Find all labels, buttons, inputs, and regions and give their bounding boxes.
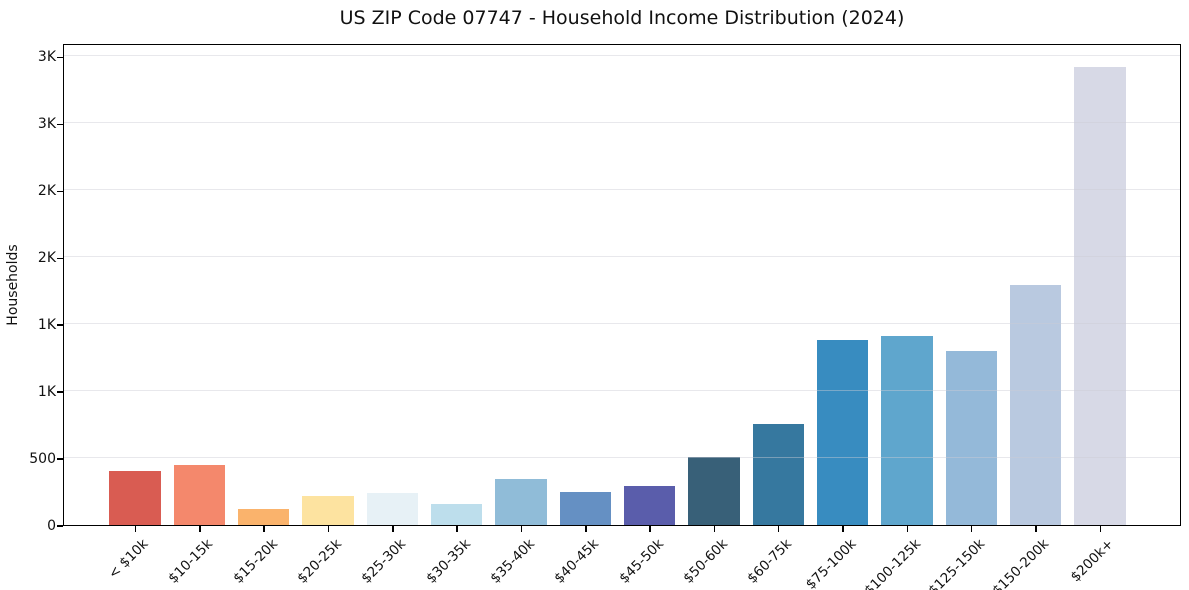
x-tick-label: $125-150k — [925, 536, 989, 590]
y-tick-label: 0 — [47, 518, 56, 534]
x-tick-mark — [713, 526, 716, 532]
bar — [366, 492, 419, 525]
x-tick-label: $45-50k — [615, 536, 667, 587]
y-tick-label: 1K — [37, 317, 56, 334]
bar — [752, 423, 805, 525]
y-tick-mark — [57, 257, 63, 259]
y-tick-mark — [57, 525, 63, 527]
x-tick-mark — [327, 526, 330, 532]
y-tick-mark — [57, 324, 63, 326]
x-tick-mark — [392, 526, 394, 532]
x-tick-mark — [1099, 526, 1102, 532]
x-tick-label: $200k+ — [1067, 536, 1117, 586]
x-tick-label: $150-200k — [989, 536, 1053, 590]
x-tick-label: $100-125k — [860, 536, 924, 590]
bar — [237, 508, 290, 525]
y-tick-label: 500 — [29, 451, 56, 468]
x-tick-label: $60-75k — [744, 536, 796, 587]
bar — [945, 350, 998, 525]
x-tick-mark — [134, 526, 137, 532]
y-tick-mark — [57, 391, 63, 393]
gridline — [64, 255, 1180, 258]
x-tick-mark — [456, 526, 458, 532]
x-tick-mark — [263, 526, 265, 532]
gridline — [64, 122, 1180, 124]
y-tick-mark — [57, 123, 63, 126]
y-tick-label: 2K — [37, 250, 56, 267]
bar — [881, 335, 933, 525]
y-tick-label: 3K — [37, 49, 56, 66]
x-tick-mark — [778, 526, 780, 532]
gridline — [64, 188, 1180, 191]
gridline — [64, 55, 1180, 57]
x-tick-mark — [199, 526, 201, 532]
bar — [302, 495, 354, 525]
x-tick-label: $20-25k — [294, 536, 345, 587]
x-tick-mark — [649, 526, 651, 532]
bar — [430, 503, 483, 525]
x-tick-label: $35-40k — [487, 536, 538, 587]
y-tick-label: 2K — [37, 183, 56, 200]
bar — [109, 470, 161, 525]
x-tick-label: $75-100k — [802, 536, 860, 590]
x-tick-label: < $10k — [105, 536, 152, 583]
y-tick-mark — [57, 458, 63, 460]
plot-area — [63, 44, 1181, 526]
x-tick-label: $50-60k — [680, 536, 731, 587]
gridline — [64, 322, 1180, 325]
x-tick-mark — [520, 526, 523, 532]
bar — [495, 478, 547, 525]
y-tick-label: 3K — [37, 116, 56, 133]
y-tick-mark — [57, 190, 63, 192]
x-tick-mark — [971, 526, 973, 532]
bar — [1074, 67, 1126, 525]
bar — [816, 339, 869, 525]
x-tick-label: $15-20k — [229, 536, 281, 587]
x-tick-mark — [842, 526, 844, 532]
gridline — [64, 389, 1180, 392]
x-tick-mark — [1035, 526, 1037, 532]
x-tick-mark — [906, 526, 909, 532]
bar — [688, 457, 740, 525]
gridline — [64, 456, 1180, 459]
x-axis-labels: < $10k $10-15k $15-20k $20-25k $25-30k $30-35… — [63, 533, 1181, 590]
chart-title: US ZIP Code 07747 - Household Income Dis… — [339, 7, 905, 29]
x-tick-label: $30-35k — [422, 536, 474, 587]
bar — [623, 485, 676, 525]
x-tick-label: $40-45k — [551, 536, 603, 587]
x-tick-label: $25-30k — [358, 536, 410, 587]
bar — [173, 464, 226, 525]
x-tick-mark — [585, 526, 587, 532]
bar — [559, 491, 612, 525]
y-tick-mark — [57, 56, 63, 59]
y-tick-label: 1K — [37, 384, 56, 401]
x-tick-label: $10-15k — [165, 536, 217, 587]
bar — [1009, 285, 1062, 525]
